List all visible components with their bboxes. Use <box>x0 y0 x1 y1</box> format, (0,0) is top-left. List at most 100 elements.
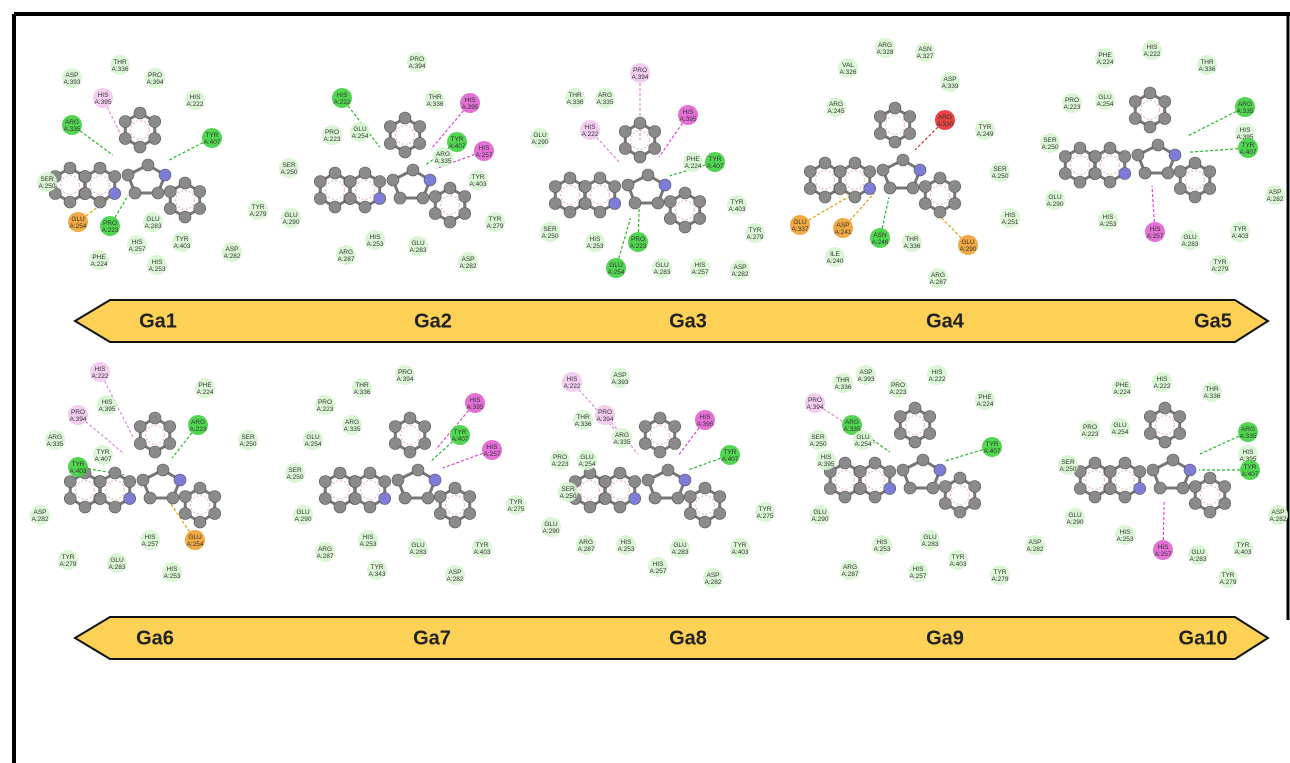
residue-name: HIS <box>683 109 695 116</box>
residue-name: SER <box>1043 137 1057 144</box>
atom <box>864 166 876 178</box>
residue-label: PROA:223 <box>1064 97 1081 111</box>
residue-id: A:282 <box>460 263 477 270</box>
residue-label: ASNA:327 <box>917 46 934 60</box>
residue-name: GLU <box>655 262 669 269</box>
residue-label: TYRA:279 <box>992 569 1009 583</box>
residue-name: HIS <box>1243 449 1255 456</box>
residue-name: ASP <box>65 72 78 79</box>
atom <box>329 167 341 179</box>
residue-name: ARG <box>931 272 945 279</box>
compound-label: Ga10 <box>1179 627 1228 649</box>
residue-id: A:336 <box>354 389 371 396</box>
atom <box>1189 498 1201 510</box>
residue-label: ASPA:282 <box>224 246 241 260</box>
residue-label: ARGA:335 <box>435 151 452 165</box>
atom <box>314 176 326 188</box>
residue-label: TYRA:403 <box>1235 542 1252 556</box>
atom <box>379 493 391 505</box>
residue-id: A:403 <box>732 549 749 556</box>
residue-name: TYR <box>510 499 523 506</box>
residue-id: A:394 <box>807 404 824 411</box>
atom <box>419 421 431 433</box>
residue-label: ARGA:245 <box>828 101 845 115</box>
residue-label: GLUA:283 <box>922 534 939 548</box>
residue-name: GLU <box>1113 422 1127 429</box>
residue-id: A:224 <box>1114 389 1131 396</box>
residue-name: ARG <box>938 114 952 121</box>
atom <box>1104 176 1116 188</box>
residue-id: A:407 <box>984 448 1001 455</box>
residue-name: TYR <box>206 132 219 139</box>
atom <box>884 466 896 478</box>
residue-label: TYRA:403 <box>1232 226 1249 240</box>
residue-name: ARG <box>845 419 859 426</box>
residue-label: PROA:223 <box>102 220 119 234</box>
residue-id: A:241 <box>835 229 852 236</box>
atom <box>392 474 404 486</box>
residue-label: TYRA:403 <box>950 554 967 568</box>
residue-name: TYR <box>979 124 992 131</box>
residue-id: A:290 <box>543 528 560 535</box>
residue-label: SERA:250 <box>560 486 577 500</box>
residue-name: HIS <box>167 566 179 573</box>
residue-id: A:279 <box>1220 579 1237 586</box>
residue-name: PRO <box>103 220 117 227</box>
atom <box>924 428 936 440</box>
residue-id: A:257 <box>142 541 159 548</box>
residue-name: TYR <box>952 554 965 561</box>
residue-name: GLU <box>609 262 623 269</box>
atom <box>884 483 896 495</box>
residue-name: ASP <box>1268 189 1281 196</box>
residue-id: A:395 <box>680 116 697 123</box>
atom <box>614 501 626 513</box>
residue-name: ILE <box>830 251 840 258</box>
residue-id: A:290 <box>1047 201 1064 208</box>
atom <box>134 141 146 153</box>
atom <box>629 197 641 209</box>
atom <box>1119 457 1131 469</box>
residue-name: GLU <box>961 239 975 246</box>
residue-label: GLUA:290 <box>283 212 300 226</box>
residue-id: A:335 <box>597 99 614 106</box>
residue-label: TYRA:343 <box>369 564 386 578</box>
atom <box>134 421 146 433</box>
atom <box>579 181 591 193</box>
atom <box>64 196 76 208</box>
atom <box>124 476 136 488</box>
residue-name: PHE <box>92 254 106 261</box>
atom <box>614 467 626 479</box>
atom <box>1169 149 1181 161</box>
atom <box>152 187 164 199</box>
atom <box>909 436 921 448</box>
residue-id: A:290 <box>295 516 312 523</box>
residue-id: A:407 <box>452 436 469 443</box>
residue-name: TYR <box>749 227 762 234</box>
residue-id: A:283 <box>922 541 939 548</box>
residue-name: ARG <box>191 419 205 426</box>
atom <box>659 179 671 191</box>
atom <box>672 492 684 504</box>
atom <box>1167 454 1179 466</box>
residue-label: ASPA:282 <box>1267 189 1284 203</box>
residue-id: A:245 <box>828 108 845 115</box>
residue-id: A:249 <box>977 131 994 138</box>
atom <box>917 454 929 466</box>
residue-name: ASP <box>943 76 956 83</box>
residue-id: A:283 <box>1190 556 1207 563</box>
atom <box>669 421 681 433</box>
residue-name: GLU <box>1068 512 1082 519</box>
atom <box>619 143 631 155</box>
atom <box>157 464 169 476</box>
residue-id: A:335 <box>435 158 452 165</box>
residue-label: PROA:394 <box>147 72 164 86</box>
residue-id: A:224 <box>197 389 214 396</box>
atom <box>854 466 866 478</box>
residue-label: TYRA:279 <box>250 204 267 218</box>
residue-id: A:222 <box>1154 383 1171 390</box>
atom <box>642 474 654 486</box>
residue-id: A:223 <box>190 426 207 433</box>
